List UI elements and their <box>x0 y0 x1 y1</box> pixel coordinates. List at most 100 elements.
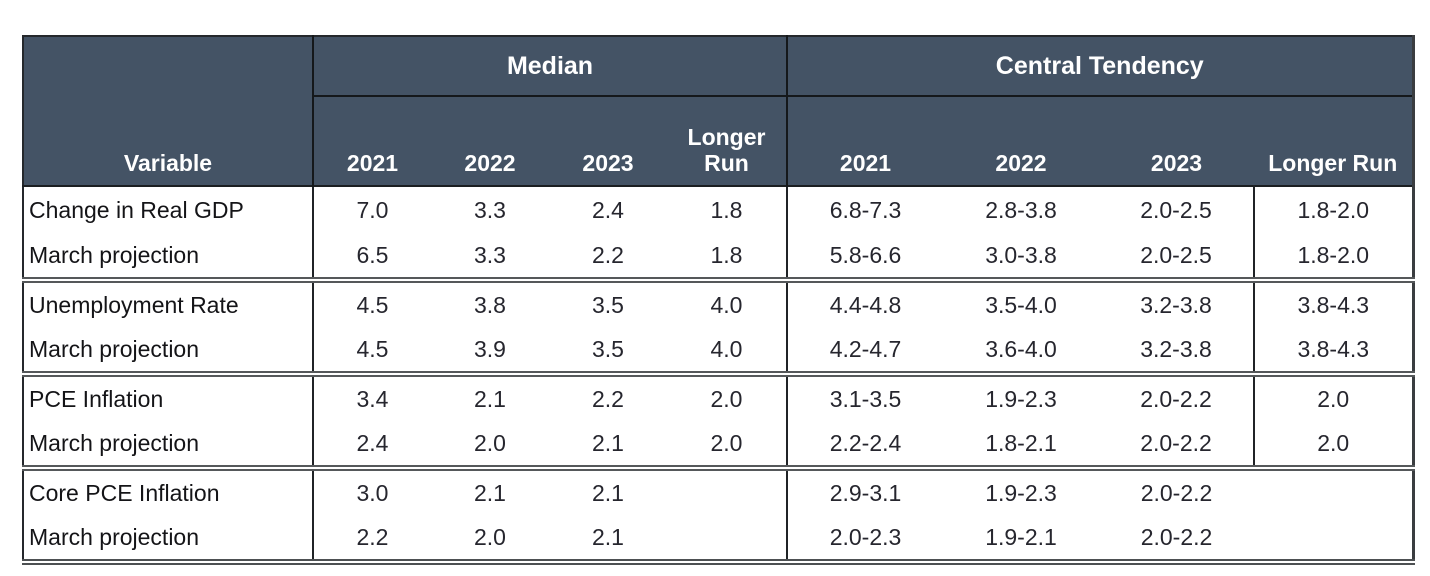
ct-2021-cell: 5.8-6.6 <box>829 241 902 268</box>
median-2023-cell: 2.2 <box>592 241 624 268</box>
year-header-row: 2021 2022 2023 Longer Run 2021 2022 2023… <box>23 96 1413 186</box>
median-2021-cell: 7.0 <box>356 196 389 223</box>
ct-2021-header: 2021 <box>787 96 943 186</box>
ct-2023-header: 2023 <box>1099 96 1254 186</box>
median-group-header: Median <box>313 36 788 97</box>
ct-longer-run-cell: 2.0 <box>1253 374 1413 421</box>
ct-2021-cell: 2.9-3.1 <box>829 479 902 506</box>
row-label: March projection <box>23 233 314 280</box>
median-longer-run-cell <box>667 515 788 562</box>
table-row: March projection 6.5 3.3 2.2 1.8 5.8-6.6… <box>23 233 1413 280</box>
median-longer-run-cell: 2.0 <box>667 421 788 468</box>
table-row: Unemployment Rate 4.5 3.8 3.5 4.0 4.4-4.… <box>23 280 1413 327</box>
median-2023-header: 2023 <box>549 96 667 186</box>
ct-longer-run-cell: 2.0 <box>1253 421 1413 468</box>
median-longer-run-cell <box>667 468 788 515</box>
median-2022-cell: 3.3 <box>474 241 506 268</box>
table-row: March projection 4.5 3.9 3.5 4.0 4.2-4.7… <box>23 327 1413 374</box>
ct-2022-cell: 1.8-2.1 <box>985 429 1057 456</box>
median-longer-run-cell: 1.8 <box>667 233 788 280</box>
median-2023-cell: 3.5 <box>592 291 624 318</box>
median-2022-header: 2022 <box>431 96 549 186</box>
table-row: Core PCE Inflation 3.0 2.1 2.1 2.9-3.1 1… <box>23 468 1413 515</box>
median-longer-run-label: Longer Run <box>687 124 766 176</box>
ct-2022-cell: 3.6-4.0 <box>985 335 1057 362</box>
row-label: Change in Real GDP <box>23 186 314 233</box>
median-2022-cell: 3.9 <box>474 335 506 362</box>
ct-2022-header: 2022 <box>943 96 1099 186</box>
ct-2023-cell: 2.0-2.2 <box>1140 429 1212 456</box>
table-row: March projection 2.4 2.0 2.1 2.0 2.2-2.4… <box>23 421 1413 468</box>
median-longer-run-cell: 4.0 <box>667 327 788 374</box>
row-label: Unemployment Rate <box>23 280 314 327</box>
ct-longer-run-cell: 3.8-4.3 <box>1253 280 1413 327</box>
median-2021-header: 2021 <box>313 96 431 186</box>
median-longer-run-cell: 1.8 <box>667 186 788 233</box>
ct-2022-cell: 3.0-3.8 <box>985 241 1057 268</box>
ct-2021-cell: 2.0-2.3 <box>829 523 902 550</box>
table-row: PCE Inflation 3.4 2.1 2.2 2.0 3.1-3.5 1.… <box>23 374 1413 421</box>
ct-2021-cell: 6.8-7.3 <box>829 196 902 223</box>
row-label: Core PCE Inflation <box>23 468 314 515</box>
median-2023-cell: 2.1 <box>592 479 624 506</box>
table-row: Change in Real GDP 7.0 3.3 2.4 1.8 6.8-7… <box>23 186 1413 233</box>
row-label: March projection <box>23 327 314 374</box>
ct-longer-run-cell <box>1254 468 1413 515</box>
median-longer-run-cell: 4.0 <box>667 280 788 327</box>
ct-longer-run-cell: 1.8-2.0 <box>1253 186 1413 233</box>
median-2023-cell: 2.1 <box>592 429 624 456</box>
row-label: March projection <box>23 421 314 468</box>
variable-column-header: Variable <box>23 36 314 186</box>
median-2023-cell: 2.2 <box>592 385 624 412</box>
median-2022-cell: 2.0 <box>474 429 506 456</box>
ct-2022-cell: 1.9-2.3 <box>985 479 1057 506</box>
group-header-row: Variable Median Central Tendency <box>23 36 1413 186</box>
ct-2023-cell: 2.0-2.2 <box>1140 479 1213 506</box>
median-longer-run-cell: 2.0 <box>667 374 788 421</box>
median-longer-run-header: Longer Run <box>667 96 788 186</box>
economic-projections-table: Variable Median Central Tendency 2021 20… <box>22 35 1415 565</box>
median-2021-cell: 3.0 <box>356 479 389 506</box>
median-2023-cell: 2.1 <box>592 523 624 550</box>
median-2021-cell: 2.2 <box>356 523 389 550</box>
median-2022-cell: 2.0 <box>474 523 506 550</box>
ct-longer-run-cell: 3.8-4.3 <box>1253 327 1413 374</box>
row-label: March projection <box>23 515 314 562</box>
ct-2022-cell: 3.5-4.0 <box>985 291 1057 318</box>
median-2022-cell: 2.1 <box>474 479 506 506</box>
ct-2022-cell: 1.9-2.1 <box>985 523 1057 550</box>
row-label: PCE Inflation <box>23 374 314 421</box>
ct-2023-cell: 3.2-3.8 <box>1140 291 1212 318</box>
ct-longer-run-header: Longer Run <box>1254 96 1413 186</box>
section-unemployment: Unemployment Rate 4.5 3.8 3.5 4.0 4.4-4.… <box>23 280 1413 374</box>
ct-2023-cell: 2.0-2.5 <box>1140 196 1212 223</box>
central-tendency-group-header: Central Tendency <box>787 36 1413 97</box>
ct-longer-run-cell: 1.8-2.0 <box>1253 233 1413 280</box>
median-2022-cell: 2.1 <box>474 385 506 412</box>
median-2021-cell: 3.4 <box>356 385 389 412</box>
median-2021-cell: 6.5 <box>356 241 389 268</box>
ct-2023-cell: 2.0-2.5 <box>1140 241 1212 268</box>
ct-2021-cell: 2.2-2.4 <box>829 429 902 456</box>
ct-2023-cell: 2.0-2.2 <box>1140 523 1213 550</box>
ct-2021-cell: 3.1-3.5 <box>829 385 902 412</box>
median-2021-cell: 4.5 <box>356 335 389 362</box>
ct-2023-cell: 2.0-2.2 <box>1140 385 1212 412</box>
median-2022-cell: 3.3 <box>474 196 506 223</box>
table-row: March projection 2.2 2.0 2.1 2.0-2.3 1.9… <box>23 515 1413 562</box>
ct-2022-cell: 1.9-2.3 <box>985 385 1057 412</box>
median-2023-cell: 2.4 <box>592 196 624 223</box>
median-2022-cell: 3.8 <box>474 291 506 318</box>
ct-longer-run-cell <box>1254 515 1413 562</box>
median-2021-cell: 4.5 <box>356 291 389 318</box>
ct-2021-cell: 4.4-4.8 <box>829 291 902 318</box>
section-pce-inflation: PCE Inflation 3.4 2.1 2.2 2.0 3.1-3.5 1.… <box>23 374 1413 468</box>
ct-2021-cell: 4.2-4.7 <box>829 335 902 362</box>
section-core-pce-inflation: Core PCE Inflation 3.0 2.1 2.1 2.9-3.1 1… <box>23 468 1413 562</box>
median-2021-cell: 2.4 <box>356 429 389 456</box>
ct-2023-cell: 3.2-3.8 <box>1140 335 1212 362</box>
table-header: Variable Median Central Tendency 2021 20… <box>23 36 1413 186</box>
ct-2022-cell: 2.8-3.8 <box>985 196 1057 223</box>
section-real-gdp: Change in Real GDP 7.0 3.3 2.4 1.8 6.8-7… <box>23 186 1413 280</box>
